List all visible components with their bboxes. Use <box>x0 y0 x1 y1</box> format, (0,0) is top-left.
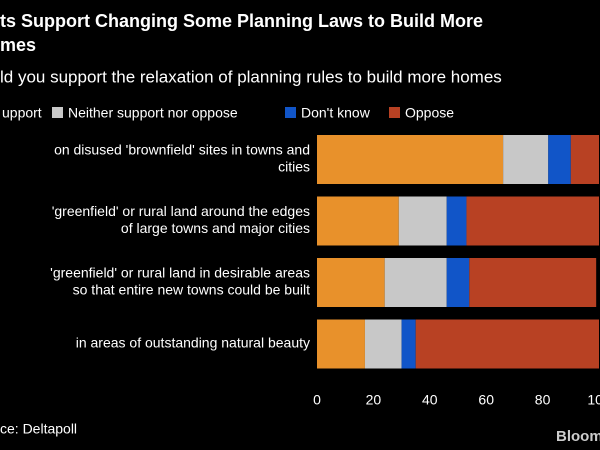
bar-segment <box>398 196 447 246</box>
legend-swatch <box>285 107 296 118</box>
bar-segment <box>570 135 599 184</box>
category-label: so that entire new towns could be built <box>73 282 310 298</box>
legend-swatch <box>389 107 400 118</box>
bar-segment <box>364 319 402 369</box>
legend-label: upport <box>2 105 42 121</box>
bar-segment <box>317 319 365 369</box>
bar-segment <box>503 135 549 184</box>
legend-label: Oppose <box>405 105 454 121</box>
bar-segment <box>466 196 599 246</box>
bar-segment <box>446 258 470 307</box>
x-tick-label: 80 <box>535 392 551 408</box>
category-label: 'greenfield' or rural land around the ed… <box>52 203 310 219</box>
legend-swatch <box>52 107 63 118</box>
x-tick-label: 100 <box>587 392 600 408</box>
category-label: cities <box>278 159 310 175</box>
x-tick-label: 60 <box>478 392 494 408</box>
bar-segment <box>401 319 416 369</box>
category-label: on disused 'brownfield' sites in towns a… <box>54 142 310 158</box>
category-label: 'greenfield' or rural land in desirable … <box>50 265 310 281</box>
bar-segment <box>415 319 599 369</box>
bar-segment <box>317 196 399 246</box>
bar-segment <box>469 258 597 307</box>
x-tick-label: 20 <box>366 392 382 408</box>
chart-title: mes <box>0 35 36 55</box>
bar-segment <box>317 258 385 307</box>
bar-segment <box>548 135 571 184</box>
bar-segment <box>446 196 467 246</box>
bar-segment <box>384 258 447 307</box>
chart-title: ts Support Changing Some Planning Laws t… <box>0 11 483 31</box>
bar-segment <box>317 135 504 184</box>
category-label: of large towns and major cities <box>121 220 310 236</box>
source: ce: Deltapoll <box>0 421 77 437</box>
chart-subtitle: ld you support the relaxation of plannin… <box>0 67 502 86</box>
x-tick-label: 0 <box>313 392 321 408</box>
x-tick-label: 40 <box>422 392 438 408</box>
brand: Bloom <box>556 428 600 445</box>
legend-label: Don't know <box>301 105 371 121</box>
category-label: in areas of outstanding natural beauty <box>76 335 310 351</box>
legend-label: Neither support nor oppose <box>68 105 238 121</box>
